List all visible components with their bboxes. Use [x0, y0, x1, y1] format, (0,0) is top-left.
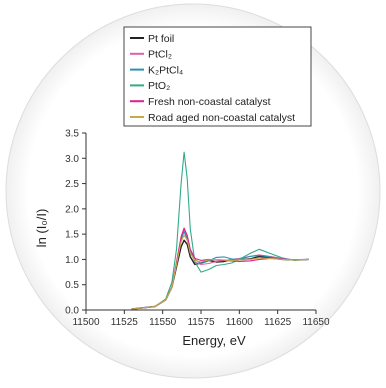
- legend: Pt foil PtCl₂ K₂PtCl₄ PtO₂ Fresh non-coastal…: [130, 33, 295, 124]
- x-tick-label: 11625: [264, 317, 292, 328]
- legend-label-2: PtCl₂: [148, 49, 172, 61]
- y-tick-label: 3.5: [65, 129, 79, 140]
- x-tick-label: 11575: [187, 317, 215, 328]
- x-tick-label: 11600: [226, 317, 254, 328]
- legend-label-1: Pt foil: [148, 33, 174, 45]
- series-line-6: [131, 234, 309, 310]
- legend-label-3: K₂PtCl₄: [148, 64, 183, 76]
- legend-label-4: PtO₂: [148, 80, 170, 92]
- series-line-4: [131, 151, 309, 310]
- y-tick-label: 1.0: [65, 255, 79, 266]
- x-tick-label: 11500: [72, 317, 100, 328]
- legend-label-5: Fresh non-coastal catalyst: [148, 96, 271, 108]
- x-tick-label: 11550: [149, 317, 177, 328]
- x-tick-label: 11525: [111, 317, 139, 328]
- y-tick-label: 2.5: [65, 179, 79, 190]
- y-tick-label: 0.0: [65, 306, 79, 317]
- x-tick-label: 11650: [302, 317, 330, 328]
- legend-label-6: Road aged non-coastal catalyst: [148, 112, 295, 124]
- plot-area: 11500 11525 11550 11575 11600 11625 11650 0.0 0.…: [65, 129, 330, 329]
- y-tick-label: 1.5: [65, 230, 79, 241]
- y-tick-label: 2.0: [65, 204, 79, 215]
- y-axis-label: ln (I₀/I): [34, 209, 49, 248]
- y-tick-label: 3.0: [65, 154, 79, 165]
- y-tick-label: 0.5: [65, 280, 79, 291]
- x-axis-label: Energy, eV: [182, 333, 246, 348]
- legend-box: [123, 26, 312, 127]
